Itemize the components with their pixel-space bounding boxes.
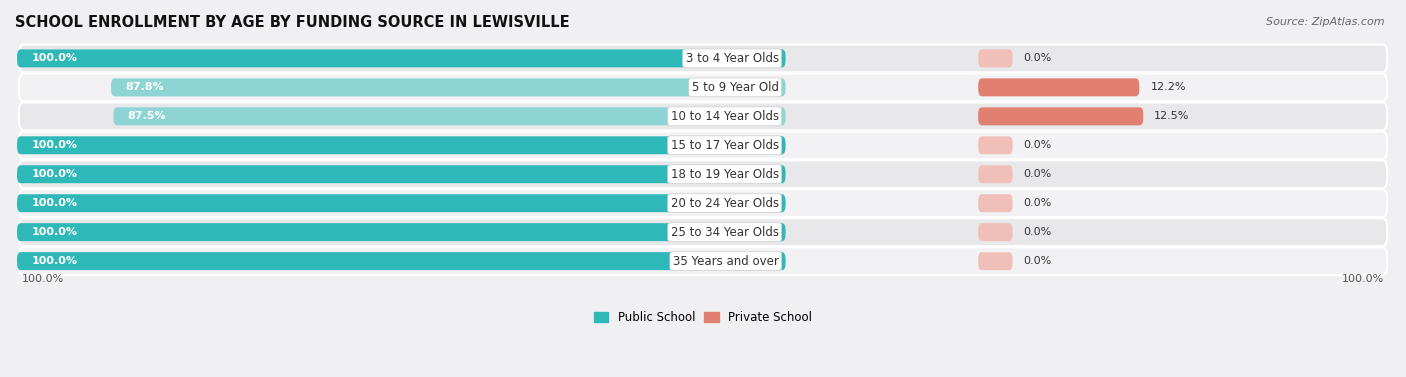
Text: SCHOOL ENROLLMENT BY AGE BY FUNDING SOURCE IN LEWISVILLE: SCHOOL ENROLLMENT BY AGE BY FUNDING SOUR… (15, 15, 569, 30)
Text: 10 to 14 Year Olds: 10 to 14 Year Olds (671, 110, 779, 123)
Text: 12.2%: 12.2% (1150, 82, 1185, 92)
Text: 100.0%: 100.0% (31, 54, 77, 63)
Text: 0.0%: 0.0% (1024, 140, 1052, 150)
Text: 12.5%: 12.5% (1154, 111, 1189, 121)
FancyBboxPatch shape (17, 194, 786, 212)
Text: 15 to 17 Year Olds: 15 to 17 Year Olds (671, 139, 779, 152)
FancyBboxPatch shape (979, 78, 1139, 97)
Text: 100.0%: 100.0% (31, 227, 77, 237)
Text: 87.8%: 87.8% (125, 82, 165, 92)
FancyBboxPatch shape (18, 189, 1388, 217)
Text: 100.0%: 100.0% (31, 140, 77, 150)
Text: 5 to 9 Year Old: 5 to 9 Year Old (692, 81, 779, 94)
Text: 0.0%: 0.0% (1024, 256, 1052, 266)
FancyBboxPatch shape (17, 223, 786, 241)
Text: 100.0%: 100.0% (22, 274, 65, 284)
FancyBboxPatch shape (979, 194, 1012, 212)
FancyBboxPatch shape (114, 107, 786, 125)
Text: 87.5%: 87.5% (128, 111, 166, 121)
FancyBboxPatch shape (17, 252, 786, 270)
FancyBboxPatch shape (18, 44, 1388, 72)
Text: 100.0%: 100.0% (1341, 274, 1384, 284)
FancyBboxPatch shape (979, 49, 1012, 67)
Text: 35 Years and over: 35 Years and over (673, 254, 779, 268)
FancyBboxPatch shape (18, 247, 1388, 275)
FancyBboxPatch shape (18, 160, 1388, 188)
FancyBboxPatch shape (18, 74, 1388, 101)
Text: 100.0%: 100.0% (31, 169, 77, 179)
FancyBboxPatch shape (18, 218, 1388, 246)
FancyBboxPatch shape (17, 49, 786, 67)
FancyBboxPatch shape (17, 136, 786, 154)
FancyBboxPatch shape (18, 131, 1388, 159)
Text: 20 to 24 Year Olds: 20 to 24 Year Olds (671, 197, 779, 210)
Text: 0.0%: 0.0% (1024, 169, 1052, 179)
Text: 18 to 19 Year Olds: 18 to 19 Year Olds (671, 168, 779, 181)
FancyBboxPatch shape (17, 165, 786, 183)
FancyBboxPatch shape (979, 107, 1143, 125)
Text: 100.0%: 100.0% (31, 256, 77, 266)
Text: 0.0%: 0.0% (1024, 227, 1052, 237)
Text: 100.0%: 100.0% (31, 198, 77, 208)
Legend: Public School, Private School: Public School, Private School (589, 307, 817, 329)
Text: 3 to 4 Year Olds: 3 to 4 Year Olds (686, 52, 779, 65)
Text: 0.0%: 0.0% (1024, 54, 1052, 63)
FancyBboxPatch shape (18, 103, 1388, 130)
Text: 25 to 34 Year Olds: 25 to 34 Year Olds (671, 226, 779, 239)
FancyBboxPatch shape (979, 136, 1012, 154)
Text: 0.0%: 0.0% (1024, 198, 1052, 208)
FancyBboxPatch shape (111, 78, 786, 97)
FancyBboxPatch shape (979, 223, 1012, 241)
FancyBboxPatch shape (979, 252, 1012, 270)
FancyBboxPatch shape (979, 165, 1012, 183)
Text: Source: ZipAtlas.com: Source: ZipAtlas.com (1267, 17, 1385, 27)
